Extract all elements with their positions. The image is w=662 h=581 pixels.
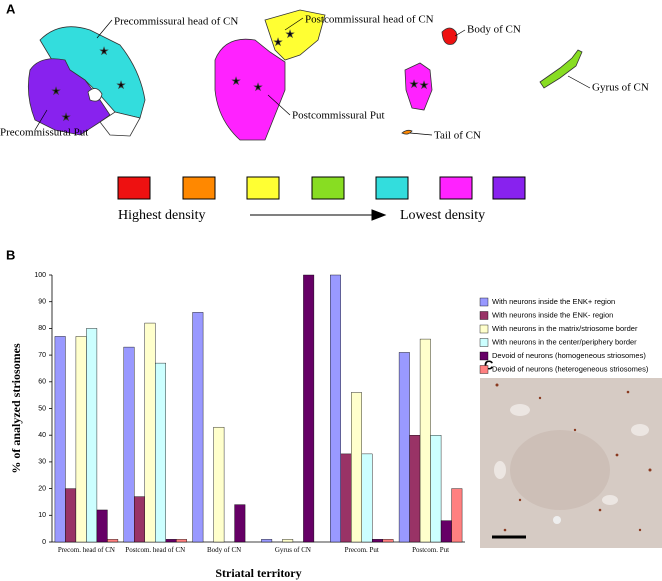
bar [107, 539, 119, 543]
bar [75, 336, 87, 543]
bar [430, 435, 442, 543]
legend-swatch [479, 351, 489, 361]
bar [419, 338, 431, 543]
bar [372, 539, 383, 543]
bar [144, 322, 156, 543]
bar [330, 274, 341, 543]
svg-text:★: ★ [254, 82, 262, 92]
bar [234, 504, 246, 543]
region-label: Tail of CN [434, 130, 481, 142]
y-tick-label: 30 [38, 459, 46, 466]
y-tick-label: 0 [42, 539, 46, 546]
bar [361, 453, 373, 543]
y-axis-title: % of analyzed striosomes [9, 343, 23, 474]
x-tick-label: Precom. Put [344, 546, 379, 554]
svg-text:★: ★ [52, 86, 60, 96]
bar-chart: 0 10 20 30 40 50 60 70 80 90 100 Striatal territory… [9, 272, 649, 580]
legend-swatch [479, 324, 489, 334]
panel-letter: B [6, 247, 15, 262]
scale-label: Highest density [118, 208, 206, 223]
svg-text:★: ★ [62, 112, 70, 122]
density-scale [117, 176, 526, 221]
striatum-diagram: ★★★★ ★★★★ ★ ★ [27, 9, 583, 141]
region-label: Precommissural head of CN [114, 16, 238, 28]
scale-label: Lowest density [400, 208, 485, 223]
legend-label: Devoid of neurons (homogeneous striosome… [492, 351, 646, 360]
region-label: Postcommissural Put [292, 110, 385, 122]
region-label: Body of CN [467, 24, 521, 36]
y-tick-label: 40 [38, 432, 46, 439]
bar [123, 346, 135, 543]
y-tick-label: 20 [38, 485, 46, 492]
x-tick-label: Postcom. head of CN [125, 546, 186, 554]
svg-text:★: ★ [420, 80, 428, 90]
bar [155, 362, 166, 543]
bar [176, 539, 187, 543]
x-tick-label: Gyrus of CN [274, 546, 311, 554]
bar [440, 520, 452, 543]
bar [382, 539, 394, 543]
svg-text:★: ★ [410, 79, 418, 89]
svg-text:★: ★ [100, 46, 108, 56]
bar [54, 336, 66, 543]
x-axis-title: Striatal territory [215, 566, 301, 580]
legend-label: With neurons in the center/periphery bor… [492, 337, 637, 346]
y-tick-label: 60 [38, 379, 46, 386]
svg-text:★: ★ [274, 37, 282, 47]
x-tick-label: Precom. head of CN [57, 546, 115, 554]
region-label: Postcommissural head of CN [305, 14, 434, 26]
panel-letter: C [484, 357, 494, 372]
svg-text:★: ★ [117, 80, 125, 90]
y-tick-label: 70 [38, 352, 46, 359]
svg-text:★: ★ [232, 76, 240, 86]
y-tick-label: 90 [38, 299, 46, 306]
bar [261, 539, 273, 543]
legend-swatch [479, 338, 489, 347]
panel-letter: A [6, 1, 16, 16]
bar [398, 352, 410, 543]
bar [409, 435, 421, 543]
bar [165, 539, 177, 543]
region-label: Gyrus of CN [592, 82, 649, 94]
legend-swatch [479, 311, 489, 320]
bar [282, 539, 294, 543]
bar [134, 496, 145, 543]
svg-text:★: ★ [286, 29, 294, 39]
legend-label: With neurons inside the ENK+ region [492, 297, 615, 306]
leader-lines [34, 17, 591, 136]
legend-swatch [479, 297, 489, 307]
legend-label: With neurons inside the ENK- region [492, 310, 613, 319]
bar [96, 509, 108, 543]
bar [86, 328, 98, 543]
bar [213, 426, 225, 543]
bar [192, 312, 204, 543]
bar [451, 488, 463, 543]
y-tick-label: 10 [38, 512, 46, 519]
bar [303, 274, 315, 543]
x-tick-label: Postcom. Put [412, 546, 450, 554]
y-tick-label: 50 [38, 405, 46, 412]
micrograph [480, 378, 662, 548]
x-tick-label: Body of CN [206, 546, 242, 554]
legend-swatch [479, 365, 489, 374]
legend-label: Devoid of neurons (heterogeneous strioso… [492, 364, 649, 373]
bar [65, 488, 77, 543]
bar [351, 392, 362, 543]
bar [340, 453, 352, 543]
y-tick-label: 100 [34, 272, 46, 279]
y-tick-label: 80 [38, 325, 46, 332]
legend-label: With neurons in the matrix/striosome bor… [492, 324, 638, 333]
region-label: Precommissural Put [0, 127, 88, 139]
